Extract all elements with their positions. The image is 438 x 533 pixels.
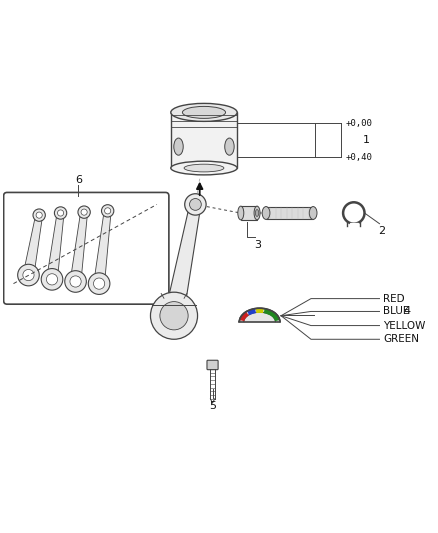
Circle shape — [33, 209, 45, 221]
Ellipse shape — [184, 164, 224, 172]
Text: 3: 3 — [254, 239, 261, 249]
Circle shape — [57, 210, 64, 216]
Circle shape — [81, 209, 87, 215]
Circle shape — [70, 276, 81, 287]
FancyBboxPatch shape — [266, 207, 313, 220]
Circle shape — [23, 270, 34, 281]
Text: 5: 5 — [209, 401, 216, 411]
Ellipse shape — [309, 207, 317, 220]
Polygon shape — [165, 204, 201, 318]
Circle shape — [102, 205, 114, 217]
Circle shape — [18, 264, 39, 286]
FancyBboxPatch shape — [207, 360, 218, 370]
Circle shape — [65, 271, 86, 292]
Ellipse shape — [254, 206, 260, 220]
FancyBboxPatch shape — [4, 192, 169, 304]
Text: 1: 1 — [362, 135, 369, 145]
Text: 4: 4 — [403, 306, 410, 317]
Ellipse shape — [225, 138, 234, 155]
Ellipse shape — [238, 206, 244, 220]
Ellipse shape — [171, 103, 237, 122]
Ellipse shape — [262, 207, 270, 220]
Text: +0,00: +0,00 — [345, 118, 372, 127]
Ellipse shape — [174, 138, 183, 155]
Circle shape — [93, 278, 105, 289]
Polygon shape — [239, 308, 280, 322]
Text: +0,40: +0,40 — [345, 153, 372, 162]
Circle shape — [185, 193, 206, 215]
Circle shape — [88, 273, 110, 294]
Circle shape — [36, 212, 42, 218]
Polygon shape — [94, 211, 111, 284]
Text: BLUE: BLUE — [383, 306, 409, 317]
Text: 6: 6 — [75, 175, 82, 185]
Circle shape — [160, 302, 188, 330]
Circle shape — [190, 198, 201, 211]
Text: YELLOW: YELLOW — [383, 320, 425, 330]
Bar — [350, 223, 358, 227]
Polygon shape — [70, 212, 88, 282]
Ellipse shape — [182, 107, 226, 118]
Polygon shape — [47, 213, 64, 280]
Text: RED: RED — [383, 294, 405, 304]
Polygon shape — [23, 214, 42, 276]
Circle shape — [46, 274, 58, 285]
Circle shape — [78, 206, 90, 219]
Text: 2: 2 — [378, 226, 385, 236]
Circle shape — [151, 292, 198, 340]
Ellipse shape — [255, 209, 259, 216]
Ellipse shape — [171, 161, 237, 175]
Text: GREEN: GREEN — [383, 334, 419, 344]
Circle shape — [41, 269, 63, 290]
Bar — [171, 112, 237, 168]
FancyBboxPatch shape — [241, 206, 257, 220]
Circle shape — [54, 207, 67, 219]
Circle shape — [105, 208, 111, 214]
